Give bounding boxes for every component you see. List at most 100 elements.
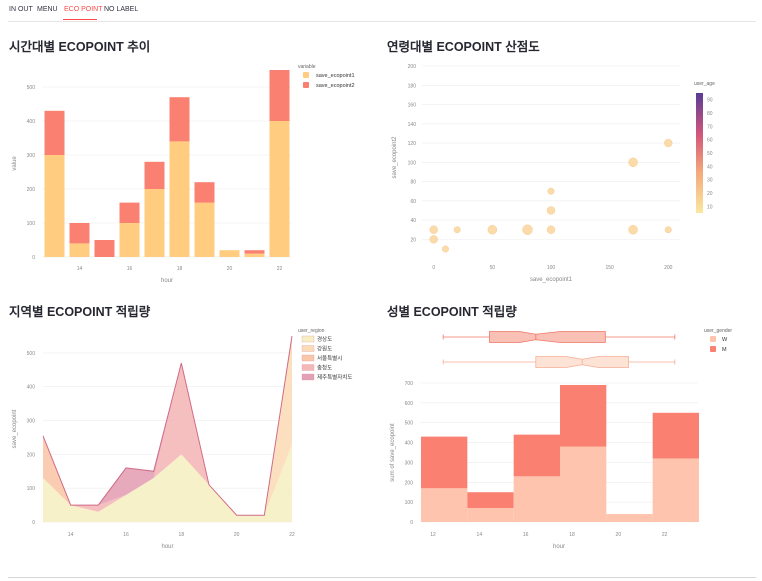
legend-swatch bbox=[710, 336, 716, 342]
colorbar-tick-label: 40 bbox=[707, 164, 713, 170]
y-tick-label: 700 bbox=[405, 381, 414, 387]
x-axis-label: hour bbox=[161, 544, 173, 550]
tab-no-label[interactable]: NO LABEL bbox=[104, 6, 139, 13]
y-tick-label: 400 bbox=[27, 119, 36, 125]
bar-save_ecopoint2 bbox=[144, 161, 165, 189]
x-tick-label: 14 bbox=[477, 532, 483, 538]
legend-label: save_ecopoint2 bbox=[316, 83, 355, 89]
x-tick-label: 20 bbox=[227, 266, 233, 272]
x-tick-label: 12 bbox=[430, 532, 436, 538]
y-axis-label: value bbox=[12, 156, 18, 171]
x-tick-label: 0 bbox=[432, 265, 435, 271]
bar-save_ecopoint2 bbox=[269, 70, 290, 121]
y-tick-label: 0 bbox=[410, 520, 413, 526]
y-tick-label: 500 bbox=[27, 85, 36, 91]
hourly-stacked-bar-chart[interactable]: 0 100 200 300 400 500 14 16 18 20 22 hour value varia… bbox=[0, 56, 380, 296]
hist-bar-M bbox=[652, 412, 699, 459]
legend-label: W bbox=[722, 337, 728, 343]
bar-save_ecopoint1 bbox=[244, 253, 265, 257]
legend-swatch bbox=[303, 72, 309, 78]
colorbar-tick-label: 20 bbox=[707, 191, 713, 197]
y-tick-label: 100 bbox=[27, 486, 36, 492]
area-충청도 bbox=[43, 336, 292, 516]
bar-save_ecopoint2 bbox=[94, 240, 115, 257]
y-tick-label: 0 bbox=[32, 520, 35, 526]
scatter-point bbox=[522, 224, 533, 235]
tab-eco-point[interactable]: ECO POINT bbox=[64, 6, 103, 13]
bar-save_ecopoint1 bbox=[144, 189, 165, 257]
tab-in-out[interactable]: IN OUT bbox=[9, 6, 33, 13]
y-tick-label: 300 bbox=[27, 153, 36, 159]
x-tick-label: 20 bbox=[234, 532, 240, 538]
y-tick-label: 20 bbox=[410, 237, 416, 243]
y-axis-label: save_ecopoint bbox=[12, 409, 18, 448]
colorbar-tick-label: 90 bbox=[707, 98, 713, 104]
hist-bar-W bbox=[560, 446, 607, 522]
bar-save_ecopoint2 bbox=[44, 110, 65, 155]
legend-title: user_region bbox=[298, 328, 325, 334]
hist-bar-W bbox=[467, 508, 514, 522]
legend-swatch bbox=[303, 82, 309, 88]
bar-save_ecopoint1 bbox=[269, 121, 290, 257]
scatter-point bbox=[453, 226, 461, 234]
legend-swatch bbox=[301, 345, 315, 352]
x-tick-label: 150 bbox=[605, 265, 614, 271]
x-tick-label: 22 bbox=[662, 532, 668, 538]
y-tick-label: 0 bbox=[32, 255, 35, 261]
y-tick-label: 500 bbox=[27, 351, 36, 357]
bar-save_ecopoint2 bbox=[194, 182, 215, 203]
y-tick-label: 300 bbox=[27, 419, 36, 425]
bar-save_ecopoint2 bbox=[169, 97, 190, 142]
scatter-point bbox=[429, 225, 438, 234]
legend-label: 강원도 bbox=[317, 345, 332, 353]
scatter-point bbox=[664, 138, 673, 148]
legend-title: user_gender bbox=[704, 328, 732, 334]
tab-menu[interactable]: MENU bbox=[37, 6, 58, 13]
legend-swatch bbox=[301, 335, 315, 343]
y-tick-label: 600 bbox=[405, 401, 414, 407]
tabs-divider bbox=[8, 21, 756, 22]
y-tick-label: 500 bbox=[405, 421, 414, 427]
x-axis-label: hour bbox=[161, 278, 173, 284]
y-tick-label: 200 bbox=[27, 452, 36, 458]
y-axis-label: save_ecopoint2 bbox=[392, 136, 398, 179]
x-tick-label: 18 bbox=[179, 532, 185, 538]
hist-bar-W bbox=[652, 458, 699, 522]
x-tick-label: 18 bbox=[177, 266, 183, 272]
y-tick-label: 140 bbox=[408, 122, 417, 128]
legend-label: 제주특별자치도 bbox=[317, 373, 352, 381]
colorbar bbox=[696, 93, 703, 213]
region-area-chart[interactable]: 0 100 200 300 400 500 14 16 18 20 22 hour save_ecopo… bbox=[0, 322, 380, 557]
colorbar-title: user_age bbox=[694, 81, 715, 87]
legend-swatch bbox=[301, 354, 315, 362]
y-tick-label: 180 bbox=[408, 83, 417, 89]
y-tick-label: 100 bbox=[405, 500, 414, 506]
x-tick-label: 14 bbox=[68, 532, 74, 538]
bar-save_ecopoint1 bbox=[119, 223, 140, 257]
scatter-point bbox=[429, 235, 438, 244]
gender-histogram-chart[interactable]: 0 100 200 300 400 500 600 700 12 14 16 18 20 22 hour su… bbox=[380, 322, 762, 557]
scatter-point bbox=[546, 225, 556, 234]
hist-bar-W bbox=[606, 514, 653, 522]
legend-label: 경상도 bbox=[317, 335, 332, 343]
x-tick-label: 18 bbox=[569, 532, 575, 538]
y-axis-label: sum of save_ecopoint bbox=[390, 423, 396, 482]
legend-label: 서울특별시 bbox=[317, 354, 342, 362]
x-tick-label: 14 bbox=[77, 266, 83, 272]
bar-save_ecopoint1 bbox=[194, 202, 215, 257]
bottom-divider bbox=[8, 577, 756, 578]
area-경상도 bbox=[43, 444, 292, 522]
y-tick-label: 100 bbox=[27, 221, 36, 227]
tab-bar: IN OUT MENU ECO POINT NO LABEL bbox=[0, 0, 762, 24]
active-tab-indicator bbox=[63, 19, 97, 20]
area-total-outline bbox=[42, 335, 293, 516]
x-tick-label: 22 bbox=[277, 266, 283, 272]
bar-save_ecopoint1 bbox=[169, 141, 190, 257]
y-tick-label: 60 bbox=[410, 199, 416, 205]
hist-bar-W bbox=[421, 488, 468, 522]
x-axis-label: hour bbox=[553, 544, 565, 550]
scatter-point bbox=[628, 225, 638, 235]
scatter-point bbox=[487, 225, 498, 235]
age-scatter-chart[interactable]: 20 40 60 80 100 120 140 160 180 200 0 50 100 150 200 sa… bbox=[380, 56, 762, 296]
y-tick-label: 40 bbox=[410, 218, 416, 224]
